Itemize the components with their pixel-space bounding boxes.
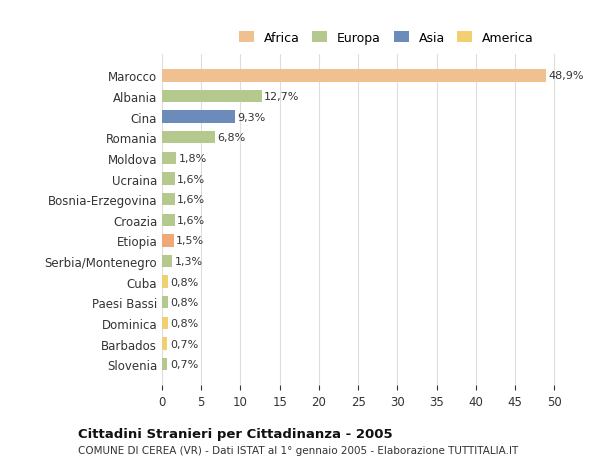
Text: 1,5%: 1,5%	[176, 236, 204, 246]
Text: 0,8%: 0,8%	[170, 297, 199, 308]
Bar	[162, 276, 168, 288]
Bar	[162, 358, 167, 370]
Text: 1,3%: 1,3%	[175, 257, 203, 267]
Legend: Africa, Europa, Asia, America: Africa, Europa, Asia, America	[235, 28, 538, 49]
Bar	[162, 194, 175, 206]
Text: 0,8%: 0,8%	[170, 318, 199, 328]
Text: 6,8%: 6,8%	[218, 133, 246, 143]
Bar	[162, 297, 168, 309]
Text: 1,6%: 1,6%	[177, 174, 205, 184]
Text: 48,9%: 48,9%	[548, 71, 584, 81]
Text: 0,8%: 0,8%	[170, 277, 199, 287]
Text: 0,7%: 0,7%	[170, 339, 198, 349]
Text: Cittadini Stranieri per Cittadinanza - 2005: Cittadini Stranieri per Cittadinanza - 2…	[78, 427, 392, 440]
Bar	[162, 152, 176, 165]
Bar	[162, 132, 215, 144]
Text: COMUNE DI CEREA (VR) - Dati ISTAT al 1° gennaio 2005 - Elaborazione TUTTITALIA.I: COMUNE DI CEREA (VR) - Dati ISTAT al 1° …	[78, 445, 518, 455]
Bar	[162, 338, 167, 350]
Bar	[162, 111, 235, 123]
Bar	[162, 91, 262, 103]
Text: 9,3%: 9,3%	[238, 112, 266, 123]
Text: 1,8%: 1,8%	[178, 154, 207, 163]
Text: 1,6%: 1,6%	[177, 215, 205, 225]
Bar	[162, 70, 545, 83]
Bar	[162, 317, 168, 330]
Text: 0,7%: 0,7%	[170, 359, 198, 369]
Text: 12,7%: 12,7%	[264, 92, 299, 102]
Text: 1,6%: 1,6%	[177, 195, 205, 205]
Bar	[162, 173, 175, 185]
Bar	[162, 214, 175, 226]
Bar	[162, 255, 172, 268]
Bar	[162, 235, 174, 247]
